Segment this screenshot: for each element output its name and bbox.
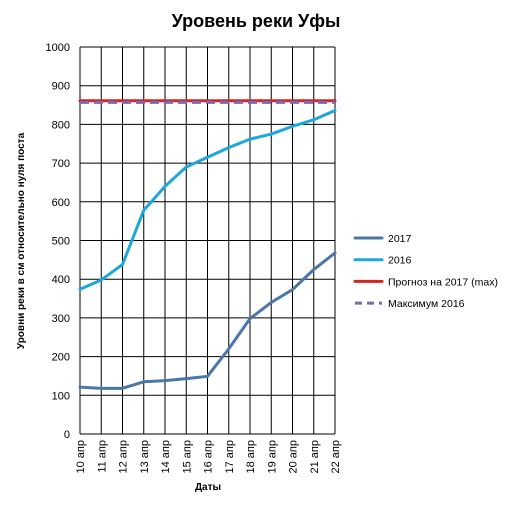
y-tick-label: 400: [52, 274, 70, 286]
y-tick-label: 1000: [46, 42, 70, 54]
y-tick-label: 600: [52, 197, 70, 209]
x-tick-label: 13 апр: [139, 440, 151, 473]
y-tick-label: 800: [52, 119, 70, 131]
x-tick-label: 19 апр: [266, 440, 278, 473]
y-tick-label: 200: [52, 352, 70, 364]
x-tick-label: 22 апр: [330, 440, 342, 473]
legend-label-4: Максимум 2016: [388, 298, 465, 310]
y-tick-label: 900: [52, 81, 70, 93]
chart-axes: [79, 47, 335, 435]
x-tick-label: 11 апр: [96, 440, 108, 473]
series-line-2: [78, 108, 337, 291]
x-axis-title: Даты: [195, 482, 221, 493]
y-axis-title: Уровни реки в см относительно нуля поста: [16, 132, 27, 349]
x-tick-label: 12 апр: [118, 440, 130, 473]
chart-tick-labels: 0 100 200 300 400 500 600 700 800 900 1000 10 апр 11…: [46, 42, 342, 473]
chart-title: Уровень реки Уфы: [172, 11, 341, 31]
y-tick-label: 0: [64, 429, 70, 441]
y-tick-label: 700: [52, 158, 70, 170]
legend-label-1: 2017: [388, 233, 412, 245]
x-tick-label: 10 апр: [75, 440, 87, 473]
x-tick-label: 21 апр: [309, 440, 321, 473]
chart-legend: 2017 2016 Прогноз на 2017 (max) Максимум 20…: [353, 233, 498, 310]
legend-label-3: Прогноз на 2017 (max): [388, 276, 498, 288]
x-tick-label: 15 апр: [181, 440, 193, 473]
legend-label-2: 2016: [388, 255, 412, 267]
x-tick-label: 18 апр: [245, 440, 257, 473]
series-line-1: [78, 251, 337, 390]
y-tick-label: 300: [52, 313, 70, 325]
x-tick-label: 17 апр: [224, 440, 236, 473]
x-tick-label: 16 апр: [203, 440, 215, 473]
chart-series-group: [78, 99, 337, 390]
y-tick-label: 100: [52, 390, 70, 402]
x-tick-label: 20 апр: [288, 440, 300, 473]
y-tick-label: 500: [52, 236, 70, 248]
x-tick-label: 14 апр: [160, 440, 172, 473]
